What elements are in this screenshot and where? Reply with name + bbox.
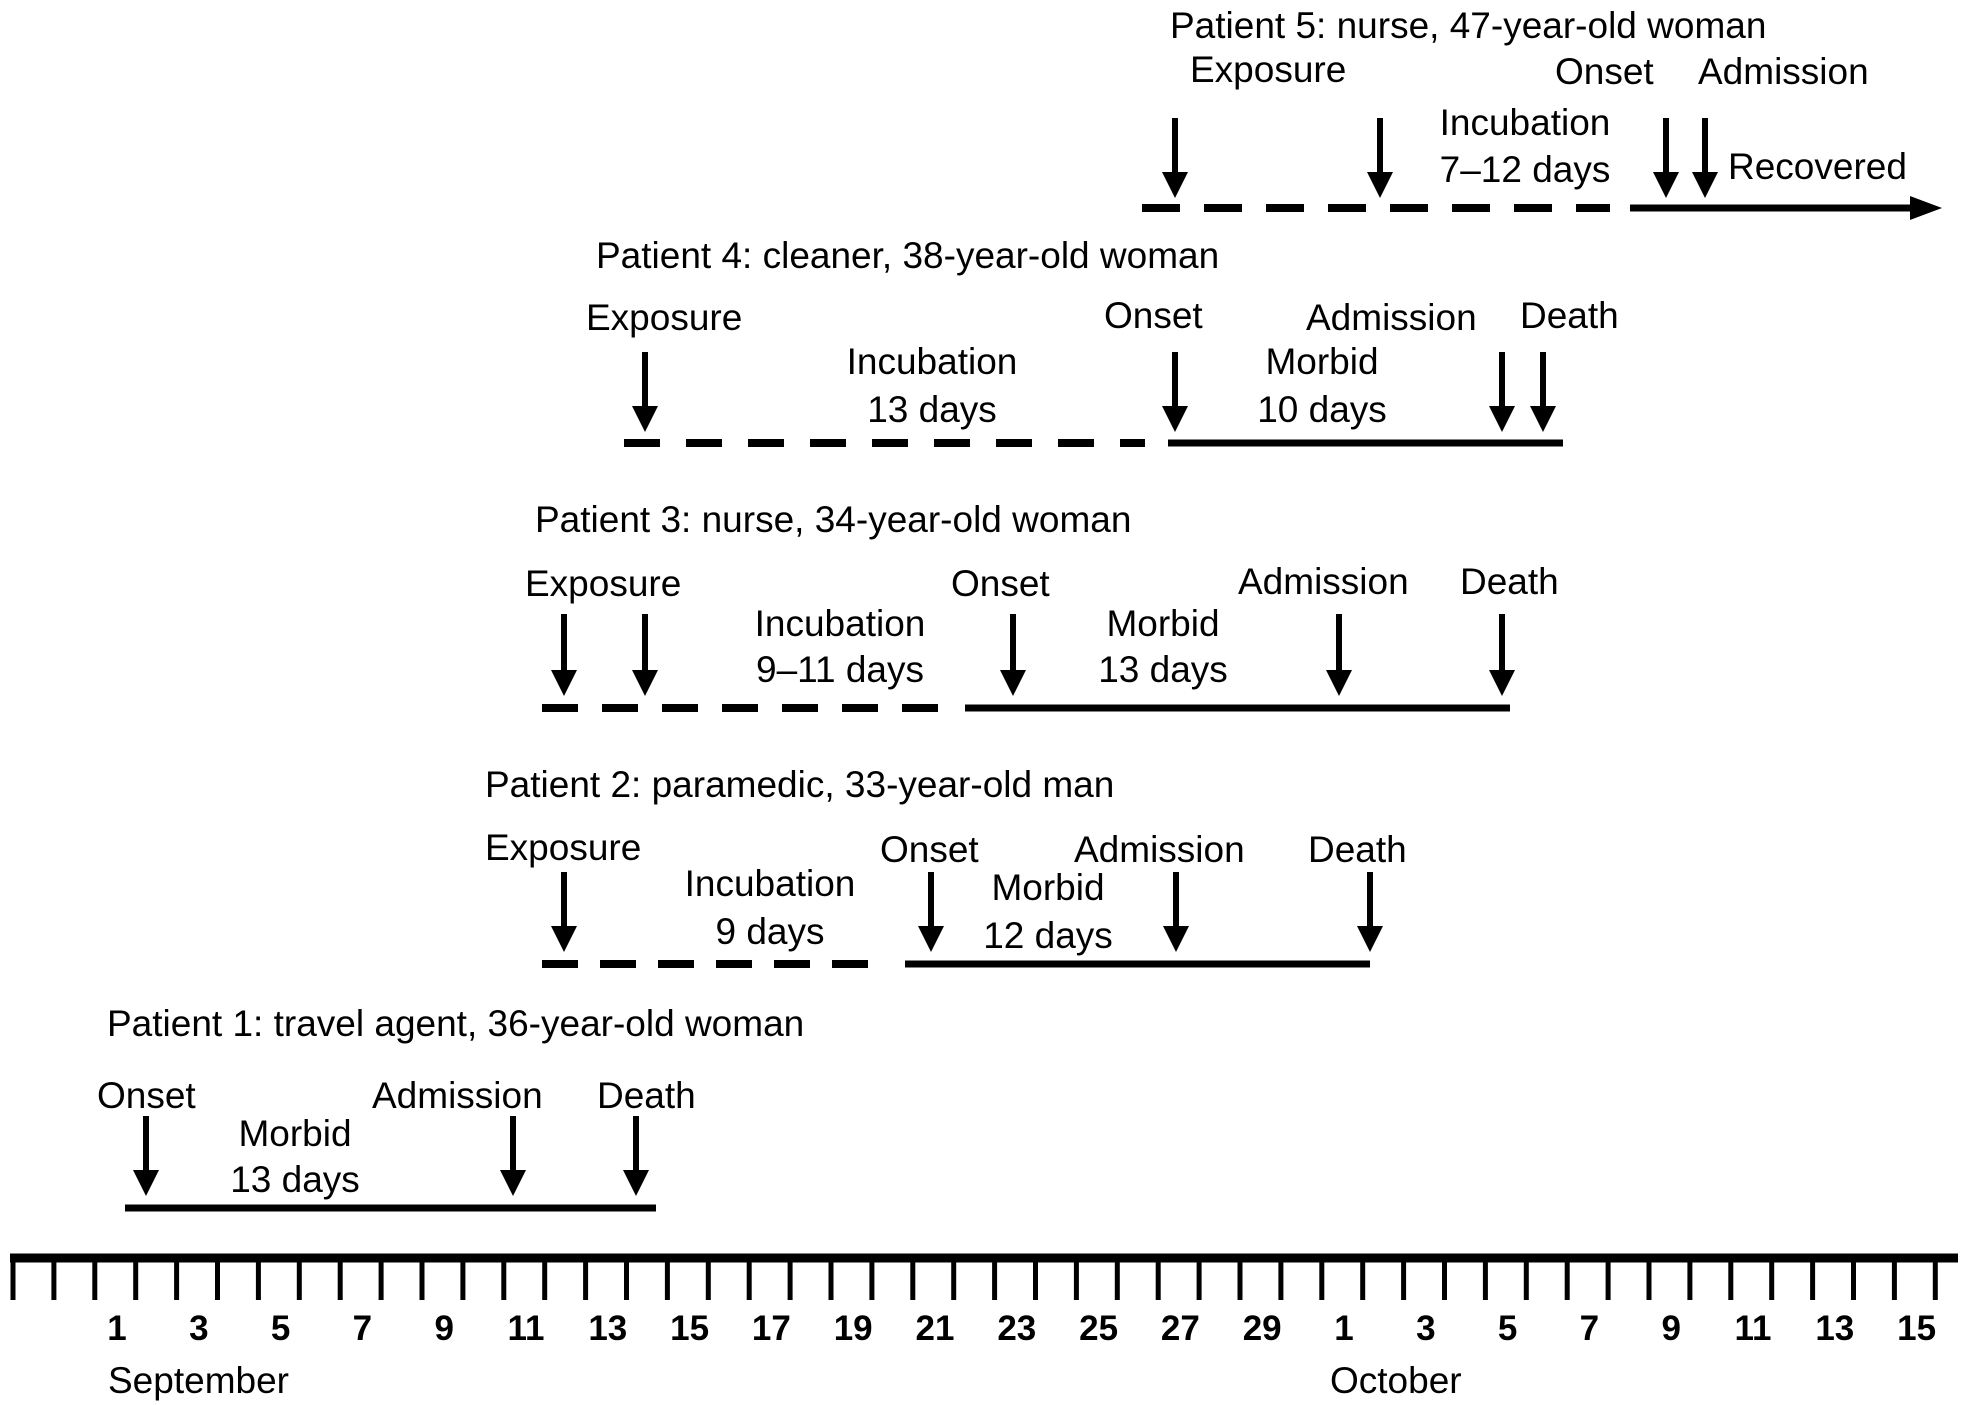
patient-1-admission-label: Admission [372, 1075, 543, 1116]
patient-3-group: Patient 3: nurse, 34-year-old woman Expo… [525, 499, 1559, 712]
patient-5-incubation-days: 7–12 days [1440, 149, 1611, 190]
patient-5-exposure-label: Exposure [1190, 49, 1346, 90]
patient-5-admission-arrow [1692, 118, 1718, 198]
patient-2-incubation-label: Incubation [685, 863, 856, 904]
patient-4-exposure-arrow [632, 352, 658, 432]
axis-tick-label: 19 [834, 1309, 873, 1348]
patient-3-morbid-days: 13 days [1098, 649, 1228, 690]
axis-tick-label: 11 [508, 1309, 545, 1348]
patient-5-onset-label: Onset [1555, 51, 1654, 92]
axis-tick-label: 25 [1079, 1309, 1118, 1348]
patient-3-onset-arrow [1000, 614, 1026, 696]
axis-tick-label: 13 [1815, 1309, 1854, 1348]
patient-5-title: Patient 5: nurse, 47-year-old woman [1170, 5, 1766, 46]
axis-tick-label: 1 [1334, 1309, 1353, 1348]
axis-tick-labels: 1 3 5 7 9 11 13 15 17 19 21 23 25 27 29 1 3 5 7 9 11 13 15 [107, 1309, 1936, 1348]
patient-4-morbid-label: Morbid [1265, 341, 1378, 382]
patient-2-admission-arrow [1163, 872, 1189, 952]
patient-5-group: Patient 5: nurse, 47-year-old woman Expo… [1142, 5, 1942, 220]
patient-4-death-label: Death [1520, 295, 1619, 336]
patient-2-morbid-label: Morbid [991, 867, 1104, 908]
axis-tick-label: 21 [916, 1309, 955, 1348]
axis-tick-label: 11 [1735, 1309, 1772, 1348]
patient-1-morbid-days: 13 days [230, 1159, 360, 1200]
axis-tick-label: 15 [670, 1309, 709, 1348]
patient-3-exposure-label: Exposure [525, 563, 681, 604]
patient-3-incubation-label: Incubation [755, 603, 926, 644]
patient-3-admission-arrow [1326, 614, 1352, 696]
axis-tick-label: 15 [1897, 1309, 1936, 1348]
patient-5-admission-label: Admission [1698, 51, 1869, 92]
axis-tick-label: 17 [752, 1309, 791, 1348]
axis-tick-label: 3 [1416, 1309, 1435, 1348]
patient-5-onset-arrow [1653, 118, 1679, 198]
patient-1-onset-arrow [133, 1116, 159, 1196]
patient-2-exposure-arrow [551, 872, 577, 952]
patient-3-onset-label: Onset [951, 563, 1050, 604]
axis-tick-label: 5 [271, 1309, 290, 1348]
patient-4-title: Patient 4: cleaner, 38-year-old woman [596, 235, 1219, 276]
month-label-october: October [1330, 1360, 1462, 1401]
axis-tick-label: 1 [107, 1309, 126, 1348]
axis-tick-label: 23 [997, 1309, 1036, 1348]
patient-2-morbid-days: 12 days [983, 915, 1113, 956]
patient-1-title: Patient 1: travel agent, 36-year-old wom… [107, 1003, 804, 1044]
axis-tick-label: 7 [1580, 1309, 1599, 1348]
axis-tick-label: 3 [189, 1309, 208, 1348]
patient-5-arrowhead [1910, 196, 1942, 220]
patient-4-incubation-days: 13 days [867, 389, 997, 430]
patient-2-exposure-label: Exposure [485, 827, 641, 868]
patient-1-group: Patient 1: travel agent, 36-year-old wom… [97, 1003, 804, 1212]
patient-2-onset-label: Onset [880, 829, 979, 870]
patient-2-death-label: Death [1308, 829, 1407, 870]
axis-tick-label: 13 [588, 1309, 627, 1348]
patient-4-onset-label: Onset [1104, 295, 1203, 336]
patient-1-onset-label: Onset [97, 1075, 196, 1116]
time-axis: 1 3 5 7 9 11 13 15 17 19 21 23 25 27 29 1 3 5 7 9 11 13 15 Sep… [10, 1253, 1958, 1401]
axis-tick-label: 9 [434, 1309, 453, 1348]
patient-2-death-arrow [1357, 872, 1383, 952]
axis-tick-label: 7 [353, 1309, 372, 1348]
patient-4-admission-arrow [1489, 352, 1515, 432]
patient-4-onset-arrow [1162, 352, 1188, 432]
patient-3-exposure-arrow-end [632, 614, 658, 696]
patient-3-admission-label: Admission [1238, 561, 1409, 602]
axis-tick-label: 27 [1161, 1309, 1200, 1348]
axis-ticks [10, 1258, 1938, 1300]
patient-5-exposure-arrow-end [1367, 118, 1393, 198]
patient-1-morbid-label: Morbid [238, 1113, 351, 1154]
axis-tick-label: 5 [1498, 1309, 1517, 1348]
patient-3-morbid-label: Morbid [1106, 603, 1219, 644]
patient-3-death-arrow [1489, 614, 1515, 696]
event-arrows [133, 118, 1718, 1196]
axis-tick-label: 29 [1243, 1309, 1282, 1348]
patient-2-admission-label: Admission [1074, 829, 1245, 870]
patient-2-incubation-days: 9 days [715, 911, 824, 952]
patient-4-admission-label: Admission [1306, 297, 1477, 338]
patient-4-incubation-label: Incubation [847, 341, 1018, 382]
patient-3-death-label: Death [1460, 561, 1559, 602]
patient-1-death-label: Death [597, 1075, 696, 1116]
patient-2-title: Patient 2: paramedic, 33-year-old man [485, 764, 1114, 805]
patient-1-admission-arrow [500, 1116, 526, 1196]
patient-4-exposure-label: Exposure [586, 297, 742, 338]
patient-1-death-arrow [623, 1116, 649, 1196]
patient-5-exposure-arrow-start [1162, 118, 1188, 198]
patient-4-death-arrow [1530, 352, 1556, 432]
patient-3-incubation-days: 9–11 days [756, 649, 924, 690]
patient-5-recovered-label: Recovered [1728, 146, 1907, 187]
patient-2-onset-arrow [918, 872, 944, 952]
patient-5-incubation-label: Incubation [1440, 102, 1611, 143]
patient-2-group: Patient 2: paramedic, 33-year-old man Ex… [485, 764, 1407, 968]
month-label-september: September [108, 1360, 289, 1401]
patient-3-exposure-arrow-start [551, 614, 577, 696]
axis-tick-label: 9 [1661, 1309, 1680, 1348]
patient-3-title: Patient 3: nurse, 34-year-old woman [535, 499, 1131, 540]
patient-4-group: Patient 4: cleaner, 38-year-old woman Ex… [586, 235, 1619, 447]
patient-4-morbid-days: 10 days [1257, 389, 1387, 430]
